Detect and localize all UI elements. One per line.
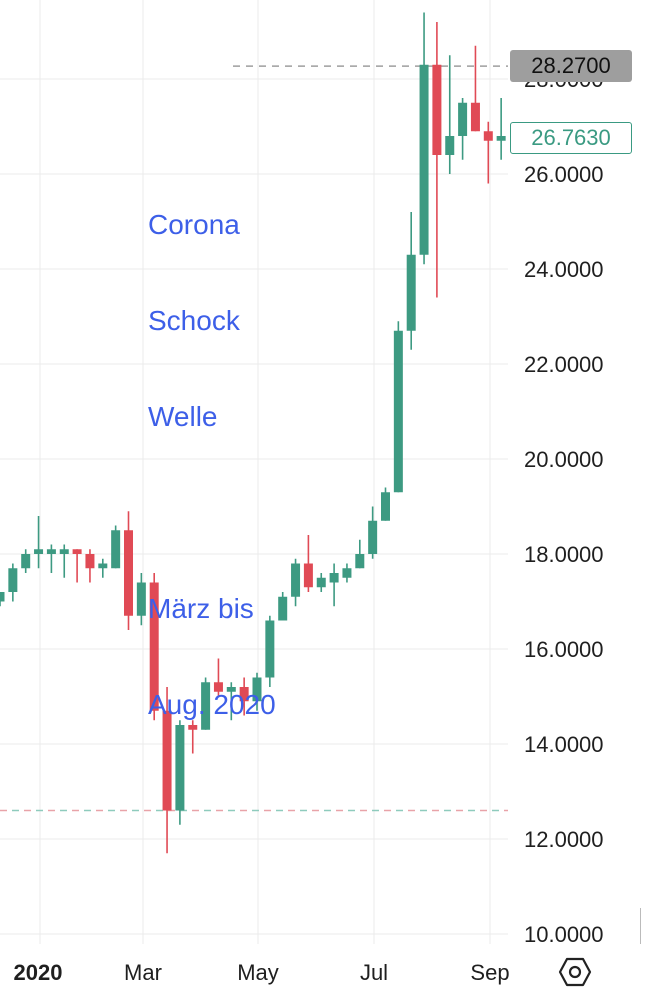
candle-body [175,725,185,811]
y-tick-label: 20.0000 [524,447,604,472]
annotation-line: Corona [148,209,240,240]
y-axis-labels: 10.0000 12.0000 14.0000 16.0000 18.0000 20.00… [524,67,604,947]
x-tick-label: 2020 [14,960,63,985]
candle-body [342,568,352,578]
candle-body [458,102,468,136]
y-tick-label: 26.0000 [524,162,604,187]
candle-body [85,554,95,569]
annotation-text-block: Corona Schock Welle März bis Aug. 2020 [148,145,276,753]
candle-body [8,568,18,592]
candle-body [59,549,69,554]
grid-layer [0,0,508,944]
candles-layer [0,12,506,854]
candle-body [303,563,313,588]
y-tick-label: 12.0000 [524,827,604,852]
candle-body [432,64,442,155]
y-tick-label: 16.0000 [524,637,604,662]
x-axis-labels: 2020 Mar May Jul Sep [14,960,510,985]
candle-body [316,577,326,588]
annotation-line: Aug. 2020 [148,689,276,720]
candle-body [213,682,223,692]
candle-body [496,136,506,141]
candle-body [162,710,172,811]
panel-edge-divider [640,908,641,944]
x-tick-label: May [237,960,279,985]
candle-body [278,596,288,621]
last-price-label: 26.7630 [510,122,632,154]
candle-body [226,687,236,692]
candle-body [393,330,403,493]
candle-body [136,582,146,616]
candle-body [329,573,339,583]
candle-body [355,554,365,569]
candle-body [46,549,56,554]
candle-body [445,136,455,155]
settings-hexagon-icon[interactable] [558,955,592,989]
candle-body [419,64,429,255]
candle-body [406,254,416,331]
candle-body [368,520,378,554]
candle-body [149,582,159,711]
candle-body [34,549,44,554]
y-tick-label: 18.0000 [524,542,604,567]
candle-body [188,725,198,730]
candle-body [470,102,480,132]
candle-body [381,492,390,521]
candle-body [239,687,249,702]
candle-body [124,530,133,616]
annotation-line [148,497,276,529]
reference-lines-layer [0,65,508,812]
candle-body [98,563,108,569]
candle-body [21,554,31,569]
y-tick-label: 10.0000 [524,922,604,947]
candle-body [265,620,275,678]
candle-body [111,530,121,569]
x-tick-label: Jul [360,960,388,985]
annotation-line: Schock [148,305,240,336]
candle-body [291,563,301,597]
annotation-line: Welle [148,401,218,432]
x-tick-label: Mar [124,960,162,985]
y-tick-label: 14.0000 [524,732,604,757]
candle-body [201,682,211,730]
high-price-label: 28.2700 [510,50,632,82]
x-tick-label: Sep [470,960,509,985]
candle-body [0,592,5,602]
candle-body [72,549,82,554]
candle-body [483,131,493,141]
candle-body [252,677,262,702]
annotation-line: März bis [148,593,254,624]
y-tick-label: 22.0000 [524,352,604,377]
y-tick-label: 24.0000 [524,257,604,282]
